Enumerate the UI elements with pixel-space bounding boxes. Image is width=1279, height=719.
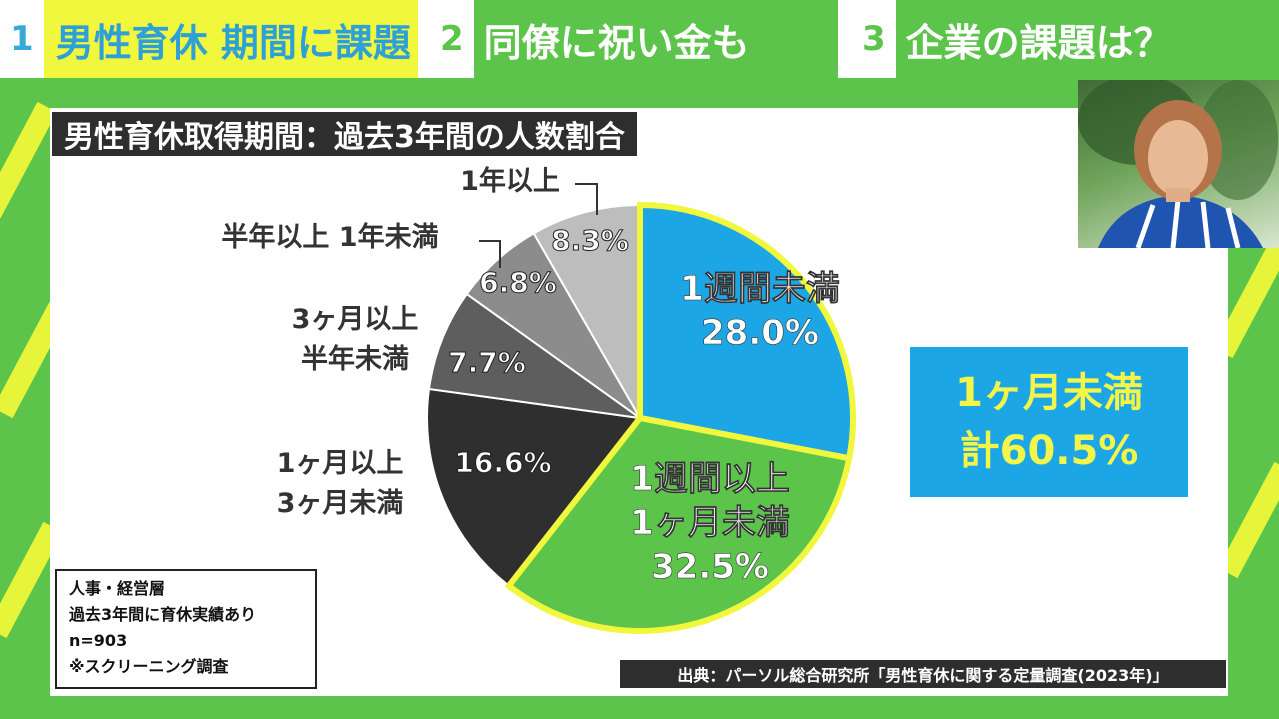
slice-name-label: 3ヶ月未満 [277, 488, 404, 519]
chart-title: 男性育休取得期間：過去3年間の人数割合 [52, 112, 637, 156]
slice-name-label: 1ヶ月以上 [277, 448, 404, 479]
presenter-video-inset [1078, 80, 1279, 248]
pie-slice [504, 414, 853, 634]
pie-slice [427, 292, 641, 419]
topic-tab-bar: 1 男性育休 期間に課題 2 同僚に祝い金も 3 企業の課題は？ [0, 0, 1279, 78]
note-line: ※スクリーニング調査 [69, 657, 229, 676]
summary-line-1: 1ヶ月未満 [955, 370, 1143, 416]
tab-number: 3 [852, 0, 896, 78]
slice-value-label: 16.6% [454, 446, 551, 479]
slice-name-label: 1ヶ月未満 [630, 503, 790, 543]
tab-label: 企業の課題は？ [905, 20, 1172, 65]
presenter-image [1078, 80, 1278, 248]
slice-name-label: 半年未満 [301, 343, 409, 375]
slice-name-label: 1週間未満 [680, 269, 840, 309]
tab-label: 男性育休 期間に課題 [55, 20, 411, 65]
leader-line [575, 183, 598, 215]
slice-value-label: 6.8% [479, 266, 557, 299]
note-line: 過去3年間に育休実績あり [69, 605, 257, 624]
tab-number: 1 [0, 0, 44, 78]
tab-label: 同僚に祝い金も [483, 20, 750, 65]
pie-slice [426, 387, 642, 588]
pie-slice [637, 201, 856, 462]
tab-topic-3: 3 企業の課題は？ [852, 0, 1279, 78]
source-caption: 出典：パーソル総合研究所「男性育休に関する定量調査(2023年)」 [620, 660, 1226, 688]
tab-topic-1: 1 男性育休 期間に課題 [0, 0, 418, 78]
slice-value-label: 8.3% [551, 224, 629, 257]
slice-name-label: 半年以上 1年未満 [221, 221, 438, 253]
slice-value-label: 28.0% [701, 313, 819, 353]
note-line: 人事・経営層 [69, 579, 166, 598]
summary-line-2: 計60.5% [959, 428, 1139, 474]
summary-box: 1ヶ月未満 計60.5% [910, 347, 1188, 497]
tab-number: 2 [430, 0, 474, 78]
slice-value-label: 7.7% [448, 346, 526, 379]
leader-line [479, 240, 501, 268]
slice-name-label: 3ヶ月以上 [292, 304, 419, 335]
slice-name-label: 1週間以上 [630, 459, 790, 499]
survey-note-box: 人事・経営層 過去3年間に育休実績あり n=903 ※スクリーニング調査 [55, 569, 317, 689]
tab-topic-2: 2 同僚に祝い金も [430, 0, 838, 78]
pie-slice [532, 203, 641, 422]
note-line: n=903 [69, 631, 128, 650]
slice-value-label: 32.5% [651, 547, 769, 587]
slice-name-label: 1年以上 [460, 165, 560, 197]
